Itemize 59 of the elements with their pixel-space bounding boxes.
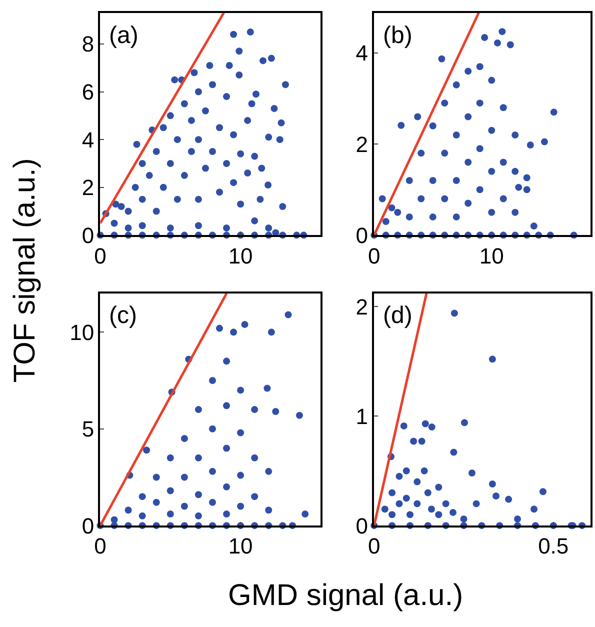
point [388, 489, 396, 496]
x-tick-label: 10 [228, 534, 253, 559]
x-tick-label: 10 [228, 243, 253, 268]
point [488, 356, 496, 363]
point [400, 422, 408, 430]
x-tick-label: 0.5 [538, 534, 569, 559]
point [450, 448, 458, 456]
point [414, 500, 421, 508]
point [381, 506, 388, 513]
point [505, 496, 512, 503]
point [396, 500, 403, 508]
y-tick-label: 2 [82, 175, 94, 200]
point [492, 492, 500, 500]
point [396, 472, 403, 480]
y-tick-label: 0 [356, 222, 368, 248]
point [428, 506, 435, 513]
annotation: (a) [109, 22, 138, 49]
point [450, 508, 456, 516]
point [460, 516, 468, 523]
point [450, 310, 458, 317]
point [422, 420, 429, 428]
y-tick-label: 4 [356, 40, 368, 66]
point [539, 488, 546, 496]
y-tick-label: 0 [356, 513, 368, 538]
point [468, 470, 476, 477]
point [435, 484, 442, 491]
point [414, 478, 421, 486]
x-tick-label: 10 [479, 243, 504, 268]
y-tick-label: 2 [356, 294, 368, 320]
annotation: (c) [109, 302, 137, 329]
point [402, 467, 410, 474]
annotation: (b) [383, 22, 412, 49]
y-tick-label: 0 [82, 222, 94, 248]
point [418, 438, 426, 445]
y-tick-label: 10 [70, 320, 94, 345]
point [428, 424, 436, 431]
y-tick-label: 0 [82, 513, 94, 538]
point [402, 494, 410, 502]
point [488, 480, 496, 488]
y-tick-label: 4 [82, 127, 94, 152]
y-tick-label: 6 [82, 79, 94, 104]
point [410, 438, 418, 445]
point [460, 419, 468, 426]
point [435, 511, 442, 518]
y-tick-label: 2 [356, 132, 368, 157]
point [424, 489, 432, 496]
point [420, 467, 428, 474]
point [472, 500, 480, 508]
y-tick-label: 8 [82, 32, 94, 57]
x-axis-title: GMD signal (a.u.) [228, 579, 464, 612]
point [530, 506, 538, 513]
point [388, 511, 396, 518]
point [442, 500, 450, 508]
point [514, 516, 522, 523]
y-tick-label: 5 [82, 416, 94, 442]
annotation: (d) [383, 302, 412, 329]
y-axis-title: TOF signal (a.u.) [8, 158, 42, 383]
point [406, 511, 414, 518]
y-tick-label: 1 [356, 404, 368, 429]
